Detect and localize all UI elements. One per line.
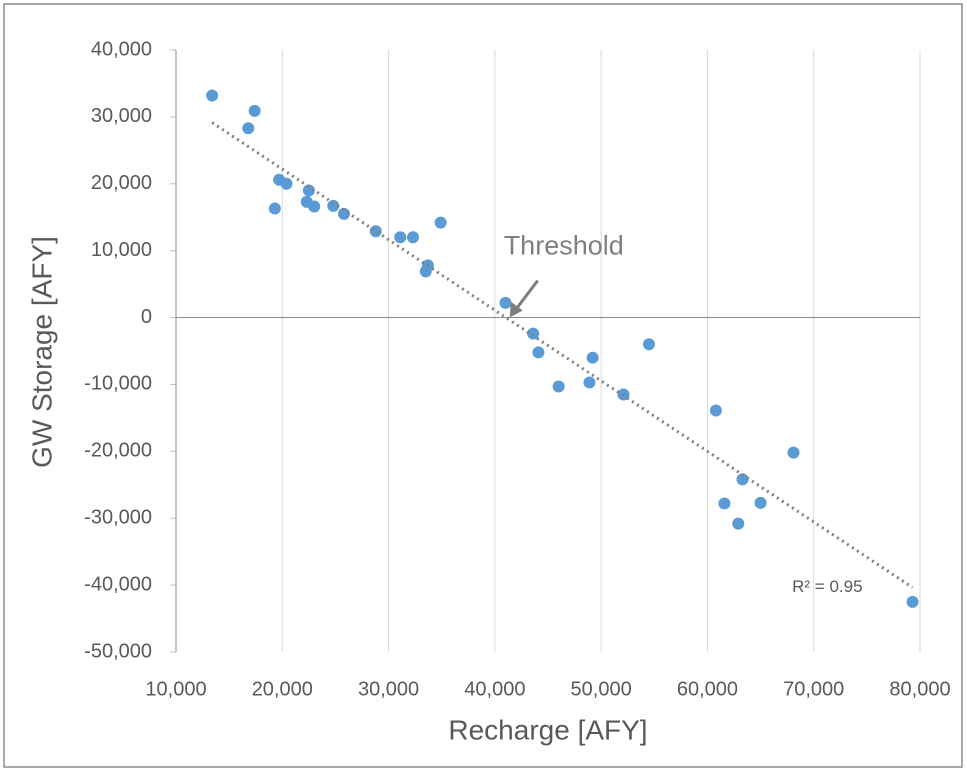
- point: [419, 265, 432, 278]
- point: [586, 351, 599, 364]
- y-tick-label: -40,000: [84, 573, 152, 595]
- point: [206, 89, 219, 102]
- x-tick-label: 20,000: [252, 678, 313, 700]
- point: [394, 231, 407, 244]
- y-tick-label: 0: [141, 306, 152, 328]
- x-tick-label: 70,000: [783, 678, 844, 700]
- y-tick-label: 20,000: [91, 172, 152, 194]
- point: [906, 595, 919, 608]
- x-tick-label: 60,000: [677, 678, 738, 700]
- point: [268, 202, 281, 215]
- point: [532, 346, 545, 359]
- point: [499, 296, 512, 309]
- y-tick-label: -20,000: [84, 440, 152, 462]
- y-axis-title: GW Storage [AFY]: [26, 236, 57, 468]
- x-tick-label: 50,000: [571, 678, 632, 700]
- annotation-arrowhead: [509, 301, 523, 318]
- point: [642, 338, 655, 351]
- point: [583, 376, 596, 389]
- point: [369, 225, 382, 238]
- point: [302, 184, 315, 197]
- point: [407, 231, 420, 244]
- point: [787, 446, 800, 459]
- y-tick-label: -10,000: [84, 373, 152, 395]
- point: [337, 207, 350, 220]
- y-tick-label: -50,000: [84, 640, 152, 662]
- point: [552, 380, 565, 393]
- x-tick-label: 30,000: [358, 678, 419, 700]
- x-axis-title: Recharge [AFY]: [448, 714, 647, 745]
- point: [718, 497, 731, 510]
- trendline-label: R² = 0.95: [792, 577, 862, 596]
- point: [736, 473, 749, 486]
- y-tick-label: 10,000: [91, 239, 152, 261]
- point: [527, 327, 540, 340]
- point: [434, 216, 447, 229]
- point: [327, 199, 340, 212]
- point: [280, 177, 293, 190]
- point: [709, 404, 722, 417]
- y-tick-label: 40,000: [91, 38, 152, 60]
- point: [754, 496, 767, 509]
- point: [308, 200, 321, 213]
- point: [242, 122, 255, 135]
- point: [248, 104, 261, 117]
- x-tick-label: 10,000: [145, 678, 206, 700]
- annotation-arrow: [514, 279, 539, 311]
- x-tick-label: 80,000: [889, 678, 950, 700]
- y-tick-label: 30,000: [91, 105, 152, 127]
- x-tick-label: 40,000: [464, 678, 525, 700]
- annotation-text: Threshold: [504, 231, 624, 261]
- trendline: [211, 121, 914, 589]
- chart-frame: [3, 3, 963, 768]
- y-tick-label: -30,000: [84, 507, 152, 529]
- point: [732, 517, 745, 530]
